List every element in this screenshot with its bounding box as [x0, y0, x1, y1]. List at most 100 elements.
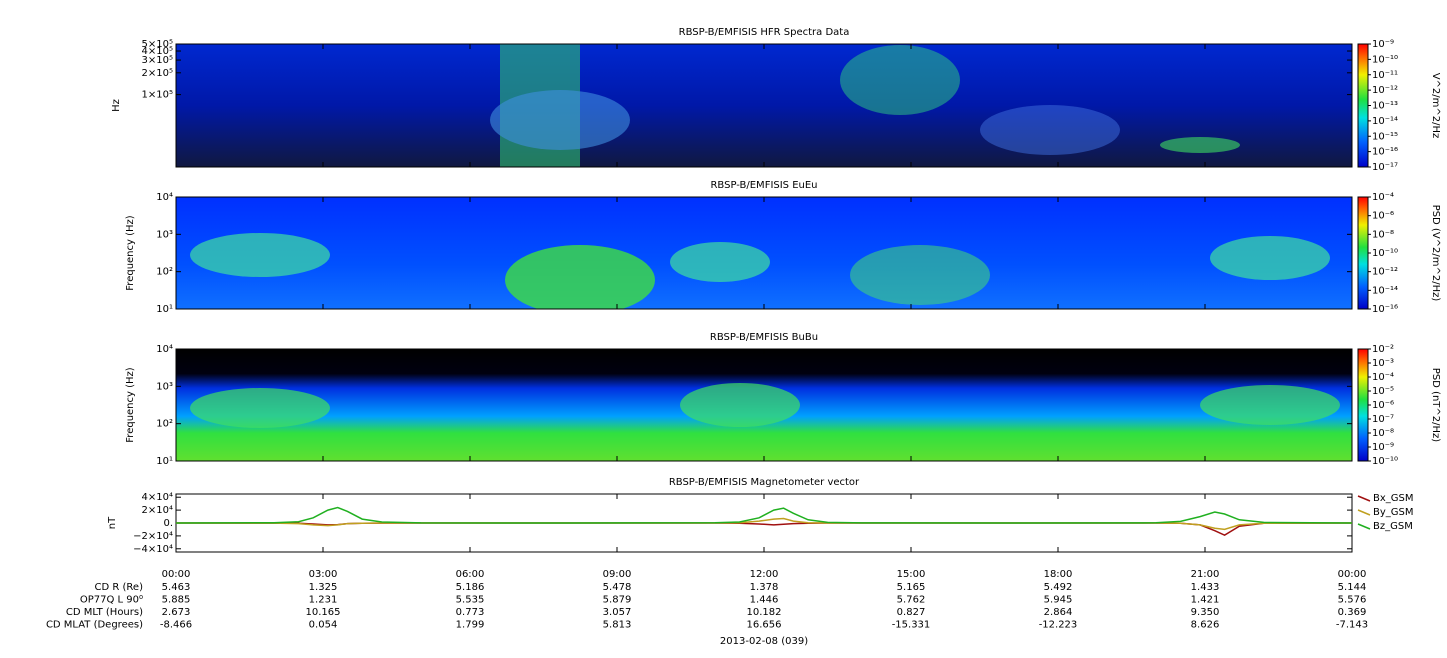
- y-axis-label: Frequency (Hz): [125, 215, 136, 291]
- ephemeris-value: 8.626: [1191, 620, 1220, 631]
- y-tick-label: 4×10⁴: [142, 492, 173, 503]
- x-tick-label: 21:00: [1191, 569, 1220, 580]
- colorbar-tick-label: 10⁻¹⁵: [1372, 131, 1398, 142]
- y-tick-label: 10⁴: [156, 192, 173, 203]
- colorbar-tick-label: 10⁻¹⁴: [1372, 116, 1398, 127]
- ephemeris-value: 1.421: [1191, 595, 1220, 606]
- date-label: 2013-02-08 (039): [720, 636, 808, 647]
- y-tick-label: −2×10⁴: [133, 531, 173, 542]
- ephemeris-value: 0.369: [1338, 607, 1367, 618]
- ephemeris-value: 5.879: [603, 595, 632, 606]
- x-tick-label: 00:00: [162, 569, 191, 580]
- plot-frame: [175, 43, 1353, 168]
- ephemeris-value: 5.144: [1338, 582, 1367, 593]
- y-tick-label: 2×10⁴: [142, 505, 173, 516]
- panel-title: RBSP-B/EMFISIS BuBu: [710, 332, 818, 343]
- colorbar-tick-label: 10⁻⁹: [1372, 442, 1394, 453]
- panel-title: RBSP-B/EMFISIS Magnetometer vector: [669, 477, 860, 488]
- colorbar: [1357, 348, 1369, 462]
- ephemeris-value: 1.378: [750, 582, 779, 593]
- ephemeris-value: 5.885: [162, 595, 191, 606]
- panel-title: RBSP-B/EMFISIS HFR Spectra Data: [679, 27, 850, 38]
- ephemeris-value: 5.535: [456, 595, 485, 606]
- ephemeris-value: 5.165: [897, 582, 926, 593]
- ephemeris-value: 10.182: [747, 607, 782, 618]
- y-tick-label: 0.: [163, 518, 173, 529]
- panel-title: RBSP-B/EMFISIS EuEu: [710, 180, 817, 191]
- x-tick-label: 06:00: [456, 569, 485, 580]
- y-tick-label: 10²: [156, 419, 173, 430]
- y-tick-label: 10³: [156, 229, 173, 240]
- legend-swatch: [1357, 523, 1371, 530]
- x-tick-label: 12:00: [750, 569, 779, 580]
- y-tick-label: 10³: [156, 381, 173, 392]
- y-axis-label: Frequency (Hz): [125, 367, 136, 443]
- ephemeris-value: 1.446: [750, 595, 779, 606]
- ephemeris-label: CD MLAT (Degrees): [46, 620, 143, 631]
- colorbar-tick-label: 10⁻⁸: [1372, 428, 1394, 439]
- y-axis-label: Hz: [111, 99, 122, 112]
- colorbar-tick-label: 10⁻²: [1372, 344, 1394, 355]
- colorbar: [1357, 43, 1369, 168]
- legend-swatch: [1357, 509, 1371, 516]
- legend-label: By_GSM: [1373, 507, 1414, 518]
- x-tick-label: 09:00: [603, 569, 632, 580]
- ephemeris-value: 5.186: [456, 582, 485, 593]
- y-tick-label: 1×10⁵: [142, 90, 173, 101]
- ephemeris-value: 0.773: [456, 607, 485, 618]
- y-tick-label: 10⁴: [156, 344, 173, 355]
- legend-swatch: [1357, 495, 1371, 502]
- data-line: [175, 506, 1353, 524]
- y-tick-label: 4×10⁵: [142, 46, 173, 57]
- colorbar-label: PSD (nT^2/Hz): [1430, 368, 1441, 442]
- ephemeris-label: OP77Q L 90⁰: [80, 595, 143, 606]
- x-tick-label: 03:00: [309, 569, 338, 580]
- ephemeris-value: -15.331: [892, 620, 931, 631]
- ephemeris-value: -8.466: [160, 620, 192, 631]
- colorbar-tick-label: 10⁻⁶: [1372, 400, 1394, 411]
- ephemeris-value: 10.165: [306, 607, 341, 618]
- ephemeris-value: 5.478: [603, 582, 632, 593]
- ephemeris-value: 0.054: [309, 620, 338, 631]
- ephemeris-value: 1.433: [1191, 582, 1220, 593]
- y-tick-label: −4×10⁴: [133, 544, 173, 555]
- colorbar-tick-label: 10⁻¹⁶: [1372, 147, 1398, 158]
- ephemeris-value: 16.656: [747, 620, 782, 631]
- ephemeris-label: CD R (Re): [95, 582, 144, 593]
- x-tick-label: 15:00: [897, 569, 926, 580]
- y-tick-label: 10¹: [156, 304, 173, 315]
- y-tick-label: 2×10⁵: [142, 68, 173, 79]
- legend-label: Bz_GSM: [1373, 521, 1413, 532]
- colorbar-tick-label: 10⁻¹⁴: [1372, 285, 1398, 296]
- ephemeris-value: 2.864: [1044, 607, 1073, 618]
- colorbar-tick-label: 10⁻⁹: [1372, 39, 1394, 50]
- y-tick-label: 10²: [156, 267, 173, 278]
- ephemeris-value: 5.762: [897, 595, 926, 606]
- colorbar-tick-label: 10⁻¹²: [1372, 85, 1398, 96]
- plot-frame: [175, 196, 1353, 310]
- colorbar-tick-label: 10⁻⁴: [1372, 372, 1394, 383]
- spectrogram-texture: [176, 44, 1352, 461]
- ephemeris-value: 2.673: [162, 607, 191, 618]
- colorbar-tick-label: 10⁻⁷: [1372, 414, 1394, 425]
- colorbar-tick-label: 10⁻⁴: [1372, 192, 1394, 203]
- colorbar-tick-label: 10⁻¹⁰: [1372, 248, 1398, 259]
- colorbar-tick-label: 10⁻¹⁰: [1372, 54, 1398, 65]
- data-line: [175, 517, 1353, 531]
- ephemeris-value: 9.350: [1191, 607, 1220, 618]
- ephemeris-value: 5.492: [1044, 582, 1073, 593]
- colorbar-tick-label: 10⁻¹²: [1372, 267, 1398, 278]
- ephemeris-label: CD MLT (Hours): [66, 607, 143, 618]
- plot-frame: [175, 348, 1353, 462]
- x-tick-label: 18:00: [1044, 569, 1073, 580]
- y-tick-label: 10¹: [156, 456, 173, 467]
- ephemeris-value: -7.143: [1336, 620, 1368, 631]
- ephemeris-value: -12.223: [1039, 620, 1078, 631]
- colorbar-label: V^2/m^2/Hz: [1430, 73, 1441, 139]
- colorbar-tick-label: 10⁻¹³: [1372, 101, 1398, 112]
- colorbar: [1357, 196, 1369, 310]
- y-tick-label: 5×10⁵: [142, 39, 173, 50]
- ephemeris-value: 5.576: [1338, 595, 1367, 606]
- colorbar-label: PSD (V^2/m^2/Hz): [1430, 205, 1441, 302]
